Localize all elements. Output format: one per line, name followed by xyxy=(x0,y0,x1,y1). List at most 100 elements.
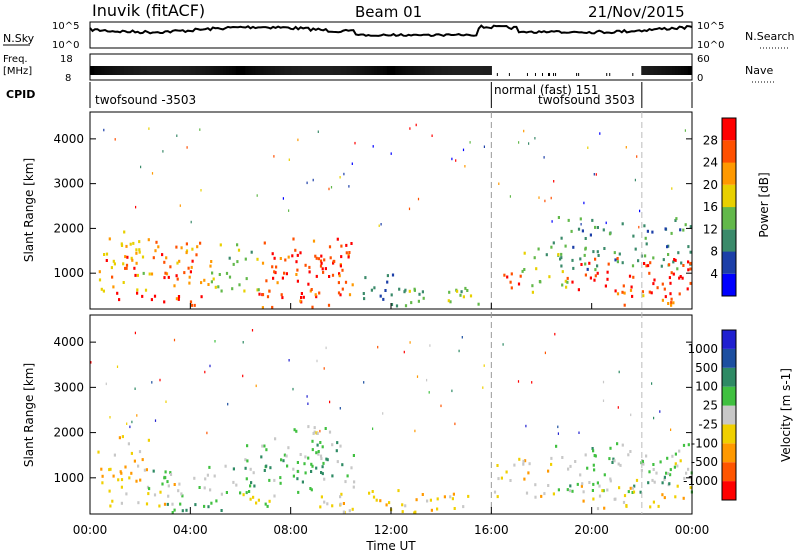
noise-cell xyxy=(625,146,627,149)
heatmap-cell xyxy=(117,478,120,482)
heatmap-cell xyxy=(284,258,287,262)
heatmap-cell xyxy=(244,458,247,462)
heatmap-cell xyxy=(319,454,323,458)
colorbar-tick-label: 1000 xyxy=(687,342,718,356)
heatmap-cell xyxy=(631,486,635,490)
heatmap-cell xyxy=(689,267,692,271)
heatmap-cell xyxy=(614,289,617,293)
heatmap-cell xyxy=(584,237,587,240)
heatmap-cell xyxy=(283,453,286,457)
heatmap-cell xyxy=(674,219,677,222)
heatmap-cell xyxy=(404,504,407,508)
heatmap-cell xyxy=(683,476,686,480)
heatmap-cell xyxy=(565,285,568,289)
noise-cell xyxy=(634,178,636,182)
heatmap-cell xyxy=(670,303,673,307)
heatmap-cell xyxy=(145,502,149,506)
heatmap-cell xyxy=(319,259,323,263)
heatmap-cell xyxy=(220,492,223,496)
colorbar-swatch xyxy=(722,386,736,406)
heatmap-cell xyxy=(200,295,203,299)
heatmap-cell xyxy=(672,260,675,264)
heatmap-cell xyxy=(464,286,467,290)
heatmap-cell xyxy=(249,497,252,501)
noise-cell xyxy=(636,155,638,158)
heatmap-cell xyxy=(668,482,671,486)
heatmap-cell xyxy=(631,294,634,298)
heatmap-cell xyxy=(323,500,326,504)
heatmap-cell xyxy=(195,253,198,257)
freq-tick-top: 18 xyxy=(60,54,73,65)
heatmap-cell xyxy=(118,298,121,302)
heatmap-cell xyxy=(246,444,249,448)
heatmap-cell xyxy=(224,464,227,468)
heatmap-cell xyxy=(178,482,181,486)
heatmap-cell xyxy=(415,498,418,502)
heatmap-cell xyxy=(347,253,350,257)
heatmap-cell xyxy=(635,478,639,482)
heatmap-cell xyxy=(582,499,585,503)
heatmap-cell xyxy=(521,269,524,273)
heatmap-cell xyxy=(669,292,672,296)
noise-cell xyxy=(409,127,411,130)
heatmap-cell xyxy=(124,266,127,270)
noise-cell xyxy=(328,187,330,191)
heatmap-cell xyxy=(152,256,155,260)
heatmap-cell xyxy=(253,484,256,488)
heatmap-cell xyxy=(295,260,298,264)
noise-cell xyxy=(292,387,294,391)
noise-cell xyxy=(639,209,641,213)
heatmap-cell xyxy=(453,507,456,510)
heatmap-cell xyxy=(315,466,318,470)
heatmap-cell xyxy=(594,274,597,278)
heatmap-cell xyxy=(364,276,367,280)
heatmap-cell xyxy=(577,288,580,292)
heatmap-cell xyxy=(175,274,178,278)
heatmap-cell xyxy=(340,244,343,248)
noise-cell xyxy=(482,386,484,389)
heatmap-cell xyxy=(299,453,302,456)
heatmap-cell xyxy=(560,264,563,268)
heatmap-cell xyxy=(584,262,587,266)
beam-title: Beam 01 xyxy=(355,3,422,21)
heatmap-cell xyxy=(589,276,592,280)
heatmap-cell xyxy=(673,258,676,261)
heatmap-cell xyxy=(667,472,670,476)
heatmap-cell xyxy=(276,281,279,285)
heatmap-cell xyxy=(261,293,265,297)
heatmap-cell xyxy=(673,465,676,469)
heatmap-cell xyxy=(235,483,238,487)
velocity-colorbar-label: Velocity [m s-1] xyxy=(779,368,793,462)
heatmap-cell xyxy=(319,505,322,509)
heatmap-cell xyxy=(621,290,624,294)
heatmap-cell xyxy=(336,237,339,241)
heatmap-cell xyxy=(296,268,299,272)
heatmap-cell xyxy=(592,497,595,501)
heatmap-cell xyxy=(321,465,324,469)
heatmap-cell xyxy=(180,246,183,250)
heatmap-cell xyxy=(667,253,670,256)
heatmap-cell xyxy=(220,289,223,293)
heatmap-cell xyxy=(522,459,525,463)
noise-cell xyxy=(670,428,672,431)
power-scatter-noise xyxy=(103,123,686,229)
heatmap-cell xyxy=(181,509,184,513)
noise-cell xyxy=(595,173,597,176)
heatmap-cell xyxy=(161,482,164,486)
heatmap-cell xyxy=(327,303,331,307)
power-y-axis-label: Slant Range [km] xyxy=(22,158,36,262)
noise-cell xyxy=(176,134,178,137)
heatmap-cell xyxy=(169,471,172,475)
heatmap-cell xyxy=(147,438,150,442)
heatmap-cell xyxy=(152,469,155,473)
heatmap-cell xyxy=(265,279,268,283)
heatmap-cell xyxy=(592,463,595,467)
heatmap-cell xyxy=(324,427,327,430)
heatmap-cell xyxy=(138,250,141,254)
heatmap-cell xyxy=(594,257,597,261)
x-tick-label: 12:00 xyxy=(374,523,409,537)
heatmap-cell xyxy=(210,501,213,505)
freq-tick-bottom: 8 xyxy=(65,73,71,84)
heatmap-cell xyxy=(163,260,166,264)
